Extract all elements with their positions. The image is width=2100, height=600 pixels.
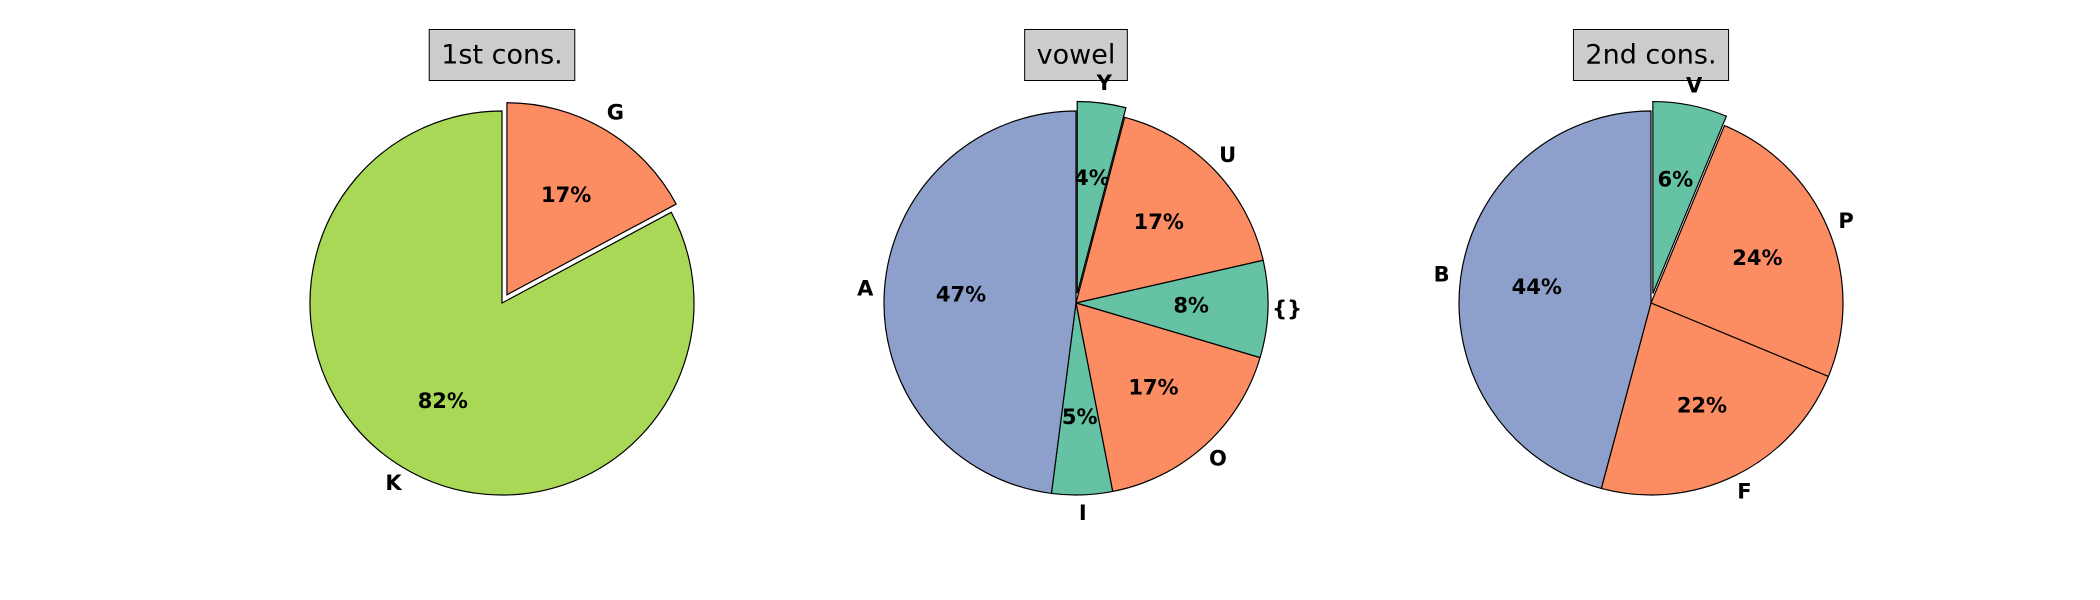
slice-label: G [607,101,624,125]
slice-label: K [385,471,402,495]
slice-label: O [1209,446,1227,470]
pie-chart: 2nd cons.V 6% P 24% F 22% B 44% [1434,29,1854,503]
slice-label: I [1079,501,1087,525]
chart-title: 1st cons. [441,40,563,71]
pie-chart: 1st cons. G 17% K 82% [309,29,695,496]
slice-label: {} [1272,297,1302,321]
value-label: 17% [1128,375,1178,399]
slice-label: V [1686,73,1703,97]
pie-slice [1458,110,1652,490]
value-label: 17% [541,183,591,207]
value-label: 8% [1173,294,1209,318]
value-label: 47% [936,283,986,307]
title-box [1024,29,1128,81]
chart-title: vowel [1037,40,1116,71]
pie-slice [1076,100,1127,294]
pie-slice [1075,116,1264,304]
slice-label: U [1219,143,1236,167]
title-box [1572,29,1730,81]
slice-label: Y [1096,71,1113,95]
pie-slice [1600,302,1830,496]
pie-slice [1650,124,1844,378]
slice-label: P [1838,209,1853,233]
pie-slice [309,110,695,496]
pie-slice [506,102,677,296]
slice-label: B [1434,262,1450,286]
value-label: 24% [1732,246,1782,270]
value-label: 22% [1677,393,1727,417]
pie-slice [883,110,1077,495]
value-label: 44% [1512,275,1562,299]
value-label: 5% [1062,405,1098,429]
value-label: 17% [1134,210,1184,234]
chart-title: 2nd cons. [1585,40,1716,71]
pie-slice [1652,100,1728,294]
value-label: 82% [418,389,468,413]
value-label: 4% [1074,166,1110,190]
slice-label: A [857,276,874,300]
pie-slice [1073,259,1269,359]
slice-label: F [1737,479,1751,503]
pie-slice [1075,302,1261,493]
value-label: 6% [1658,168,1694,192]
title-box [428,29,576,81]
